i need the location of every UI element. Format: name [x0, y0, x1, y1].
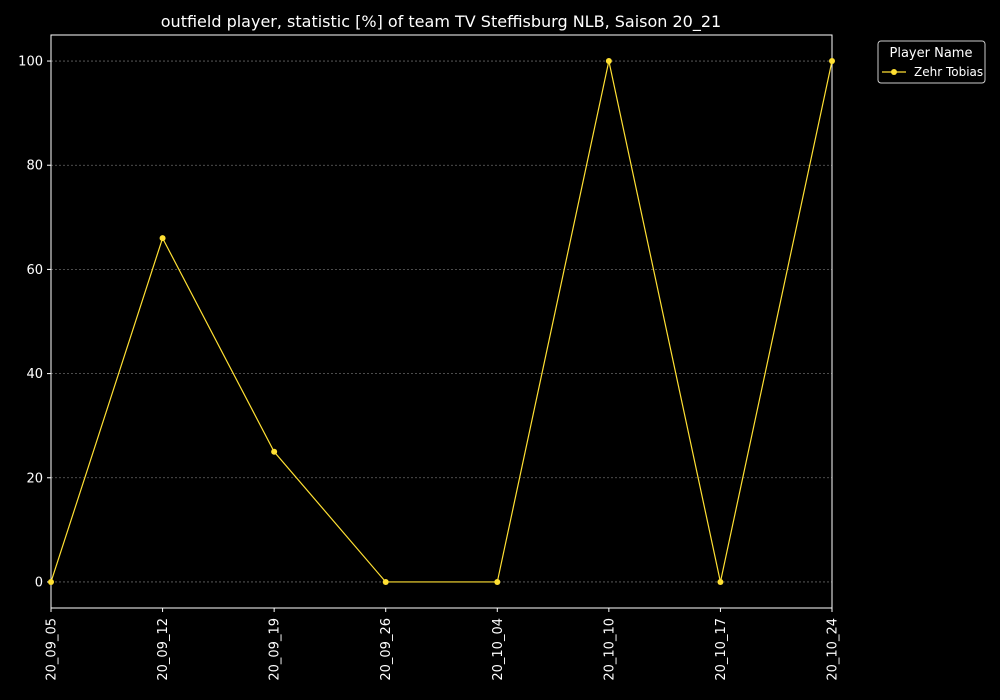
- y-tick-label: 80: [26, 159, 43, 174]
- x-tick-label: 20_09_05: [45, 618, 60, 681]
- y-axis: 0 20 40 60 80 100: [18, 55, 51, 590]
- plot-frame: [50, 34, 833, 609]
- data-point: [48, 578, 54, 585]
- legend-series-marker: [891, 69, 897, 75]
- data-point: [717, 578, 724, 585]
- data-point: [494, 578, 501, 585]
- x-tick-label: 20_10_10: [602, 618, 617, 681]
- y-tick-label: 40: [26, 367, 43, 382]
- legend-title: Player Name: [890, 46, 973, 61]
- x-tick-label: 20_09_12: [156, 618, 171, 681]
- y-tick-label: 60: [26, 263, 43, 278]
- x-tick-label: 20_10_17: [714, 618, 729, 681]
- x-tick-label: 20_09_26: [379, 618, 394, 681]
- data-point: [605, 58, 612, 65]
- x-tick-label: 20_10_04: [491, 618, 506, 681]
- grid-lines: [51, 60, 832, 583]
- series-group: [48, 58, 835, 585]
- y-tick-label: 0: [35, 575, 43, 590]
- data-point: [159, 235, 166, 242]
- data-point: [271, 448, 278, 455]
- chart-title: outfield player, statistic [%] of team T…: [161, 12, 721, 32]
- series-line: [50, 60, 833, 583]
- data-point: [382, 578, 389, 585]
- y-tick-label: 20: [26, 471, 43, 486]
- data-point: [829, 58, 835, 65]
- y-tick-label: 100: [18, 55, 43, 70]
- legend: Player Name Zehr Tobias: [877, 40, 986, 84]
- x-tick-label: 20_10_24: [826, 618, 841, 681]
- legend-series-label: Zehr Tobias: [914, 65, 983, 79]
- x-tick-label: 20_09_19: [268, 618, 283, 681]
- x-axis: 20_09_05 20_09_12 20_09_19 20_09_26 20_10_04…: [45, 608, 841, 681]
